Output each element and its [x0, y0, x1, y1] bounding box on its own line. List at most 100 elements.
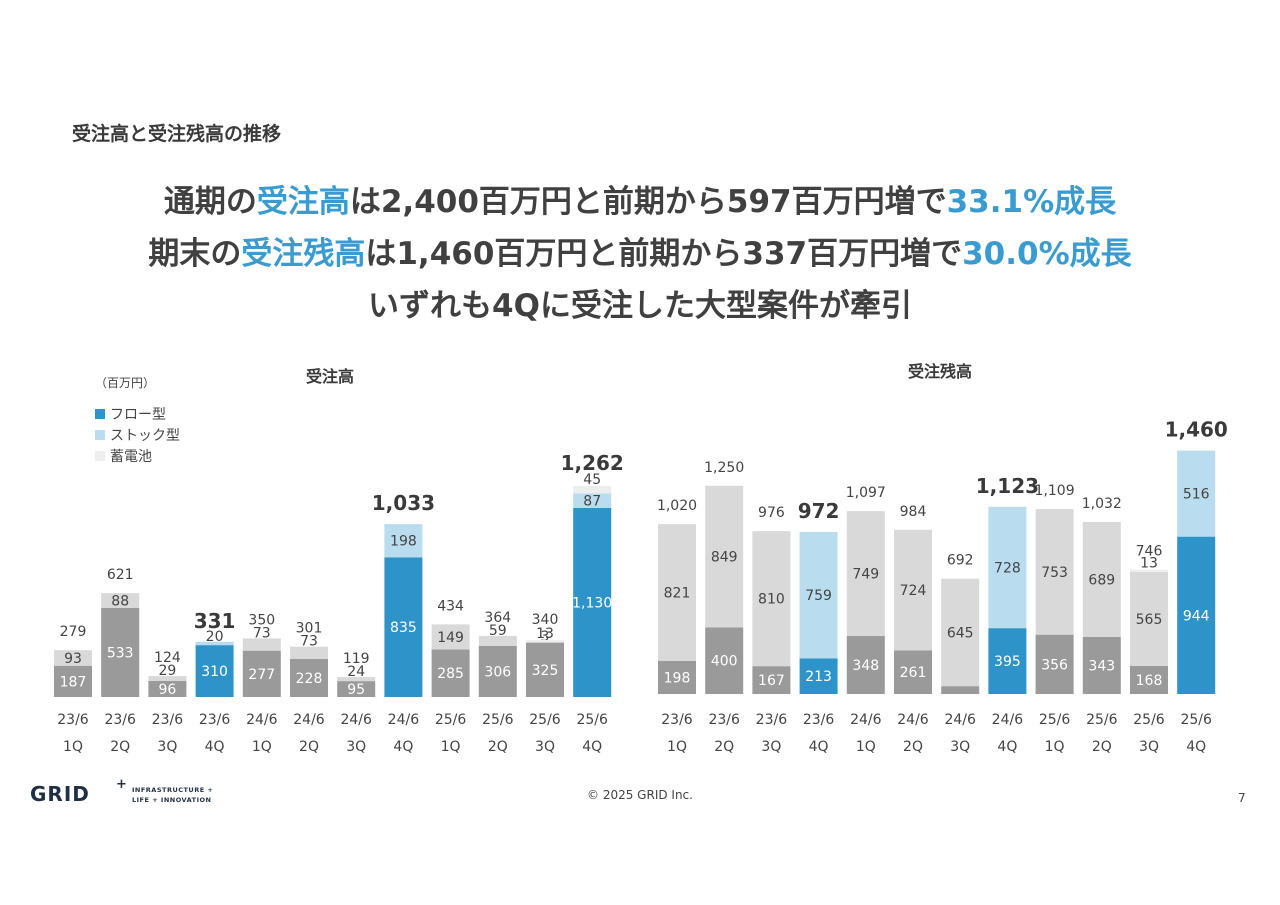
backlog-bar-3-seg-1 — [799, 531, 838, 659]
orders-bar-4-label-0: 277 — [248, 667, 275, 683]
orders-bar-9-seg-1 — [478, 635, 517, 646]
legend-swatch-2 — [95, 451, 105, 461]
logo-tagline-2: LIFE + INNOVATION — [132, 796, 212, 804]
headline-2-part-3: 30.0%成長 — [962, 236, 1132, 272]
orders-bar-11-label-0: 1,130 — [572, 595, 612, 611]
headline-1-part-3: 33.1%成長 — [946, 184, 1117, 220]
orders-cat-9-quarter: 2Q — [488, 739, 508, 755]
orders-bar-7-seg-0 — [384, 557, 423, 697]
orders-cat-7-year: 24/6 — [388, 712, 420, 728]
backlog-bar-4-label-1: 749 — [852, 567, 879, 583]
backlog-bar-10-seg-0 — [1130, 665, 1168, 694]
backlog-bar-11-seg-1 — [1177, 450, 1216, 537]
orders-bar-3-label-1: 20 — [206, 629, 224, 645]
orders-cat-6-year: 24/6 — [340, 712, 372, 728]
backlog-bar-5-seg-0 — [894, 650, 932, 694]
legend-swatch-0 — [95, 409, 105, 419]
headline-1-part-2: は2,400百万円と前期から597百万円増で — [349, 184, 947, 220]
backlog-bar-7-seg-0 — [988, 628, 1027, 694]
backlog-bar-8-label-1: 753 — [1041, 565, 1068, 581]
backlog-bar-0-label-0: 198 — [664, 670, 691, 686]
backlog-bar-11-label-0: 944 — [1183, 608, 1210, 624]
backlog-bar-10-label-2: 13 — [1140, 556, 1158, 572]
orders-bar-8-total: 434 — [437, 598, 464, 614]
orders-cat-1-year: 23/6 — [104, 712, 136, 728]
orders-cat-5-year: 24/6 — [293, 712, 325, 728]
backlog-bar-4-total: 1,097 — [846, 485, 886, 501]
orders-cat-7-quarter: 4Q — [393, 739, 413, 755]
backlog-cat-5-quarter: 2Q — [903, 739, 923, 755]
orders-bar-11-total: 1,262 — [561, 451, 624, 475]
page-number: 7 — [1238, 791, 1246, 805]
backlog-bar-2-total: 976 — [758, 505, 785, 521]
backlog-bar-1-total: 1,250 — [704, 460, 744, 476]
backlog-bar-8-total: 1,109 — [1035, 483, 1075, 499]
backlog-bar-7-label-0: 395 — [994, 654, 1021, 670]
orders-bar-6-seg-1 — [337, 677, 376, 682]
orders-bar-6-seg-0 — [337, 681, 376, 697]
backlog-bar-11-seg-0 — [1177, 536, 1216, 694]
backlog-chart-title: 受注残高 — [908, 362, 972, 381]
backlog-cat-8-quarter: 1Q — [1045, 739, 1065, 755]
orders-bar-7-seg-1 — [384, 524, 423, 558]
orders-bar-7-label-1: 198 — [390, 534, 417, 550]
backlog-cat-10-year: 25/6 — [1133, 712, 1165, 728]
headline-2-part-0: 期末の — [148, 236, 242, 272]
backlog-bar-8-seg-1 — [1035, 509, 1074, 635]
backlog-cat-3-year: 23/6 — [803, 712, 835, 728]
logo-plus: + — [116, 777, 127, 792]
orders-bar-4-label-1: 73 — [253, 625, 271, 641]
orders-bar-0-seg-0 — [54, 665, 92, 697]
backlog-cat-0-year: 23/6 — [661, 712, 693, 728]
backlog-bar-4-label-0: 348 — [852, 658, 879, 674]
backlog-bar-11-total: 1,460 — [1165, 418, 1228, 442]
backlog-cat-1-year: 23/6 — [708, 712, 740, 728]
orders-bar-8-label-1: 149 — [437, 630, 464, 646]
orders-cat-6-quarter: 3Q — [346, 739, 366, 755]
legend-item-2: 蓄電池 — [110, 449, 152, 465]
orders-bar-10-seg-2 — [526, 639, 564, 643]
backlog-bar-0-label-1: 821 — [664, 586, 691, 602]
orders-bar-10-label-1: 3 — [541, 629, 550, 645]
backlog-bar-4-seg-0 — [846, 635, 885, 694]
backlog-bar-6-total: 692 — [947, 553, 974, 569]
orders-bar-10-seg-1 — [526, 642, 564, 643]
backlog-bar-2-seg-1 — [752, 531, 791, 667]
backlog-bar-7-seg-1 — [988, 506, 1027, 629]
backlog-bar-9-seg-0 — [1082, 636, 1121, 694]
orders-bar-4-seg-1 — [242, 638, 281, 651]
backlog-bar-5-seg-1 — [894, 529, 932, 651]
orders-bar-11-label-1: 87 — [583, 494, 601, 510]
orders-bar-1-total: 621 — [107, 567, 134, 583]
orders-bar-2-total: 124 — [154, 650, 181, 666]
backlog-bar-2-label-0: 167 — [758, 673, 785, 689]
orders-bar-6-label-0: 95 — [347, 682, 365, 698]
orders-bar-1-seg-0 — [101, 607, 140, 697]
backlog-bar-7-total: 1,123 — [976, 474, 1039, 498]
backlog-cat-3-quarter: 4Q — [809, 739, 829, 755]
backlog-bar-6-seg-0 — [941, 686, 980, 694]
orders-cat-10-year: 25/6 — [529, 712, 561, 728]
orders-bar-6-total: 119 — [343, 651, 370, 667]
backlog-bar-1-label-1: 849 — [711, 550, 738, 566]
backlog-bar-5-label-1: 724 — [900, 583, 927, 599]
backlog-bar-9-total: 1,032 — [1082, 496, 1122, 512]
orders-bar-1-label-1: 88 — [111, 593, 129, 609]
orders-bar-3-seg-1 — [195, 641, 234, 646]
orders-bar-10-label-2: 13 — [536, 626, 554, 642]
orders-cat-0-year: 23/6 — [57, 712, 89, 728]
orders-bar-8-seg-1 — [431, 624, 470, 650]
orders-bar-8-label-0: 285 — [437, 666, 464, 682]
orders-bar-10-total: 340 — [532, 612, 559, 628]
orders-bar-9-label-1: 59 — [489, 623, 507, 639]
orders-bar-6-label-1: 24 — [347, 664, 365, 680]
backlog-cat-0-quarter: 1Q — [667, 739, 687, 755]
orders-bar-11-seg-2 — [573, 485, 612, 494]
backlog-bar-8-seg-0 — [1035, 634, 1074, 694]
backlog-bar-1-label-0: 400 — [711, 654, 738, 670]
orders-bar-7-label-0: 835 — [390, 620, 417, 636]
backlog-cat-2-quarter: 3Q — [761, 739, 781, 755]
backlog-bar-9-label-1: 689 — [1088, 572, 1115, 588]
backlog-cat-9-year: 25/6 — [1086, 712, 1118, 728]
orders-cat-4-year: 24/6 — [246, 712, 278, 728]
